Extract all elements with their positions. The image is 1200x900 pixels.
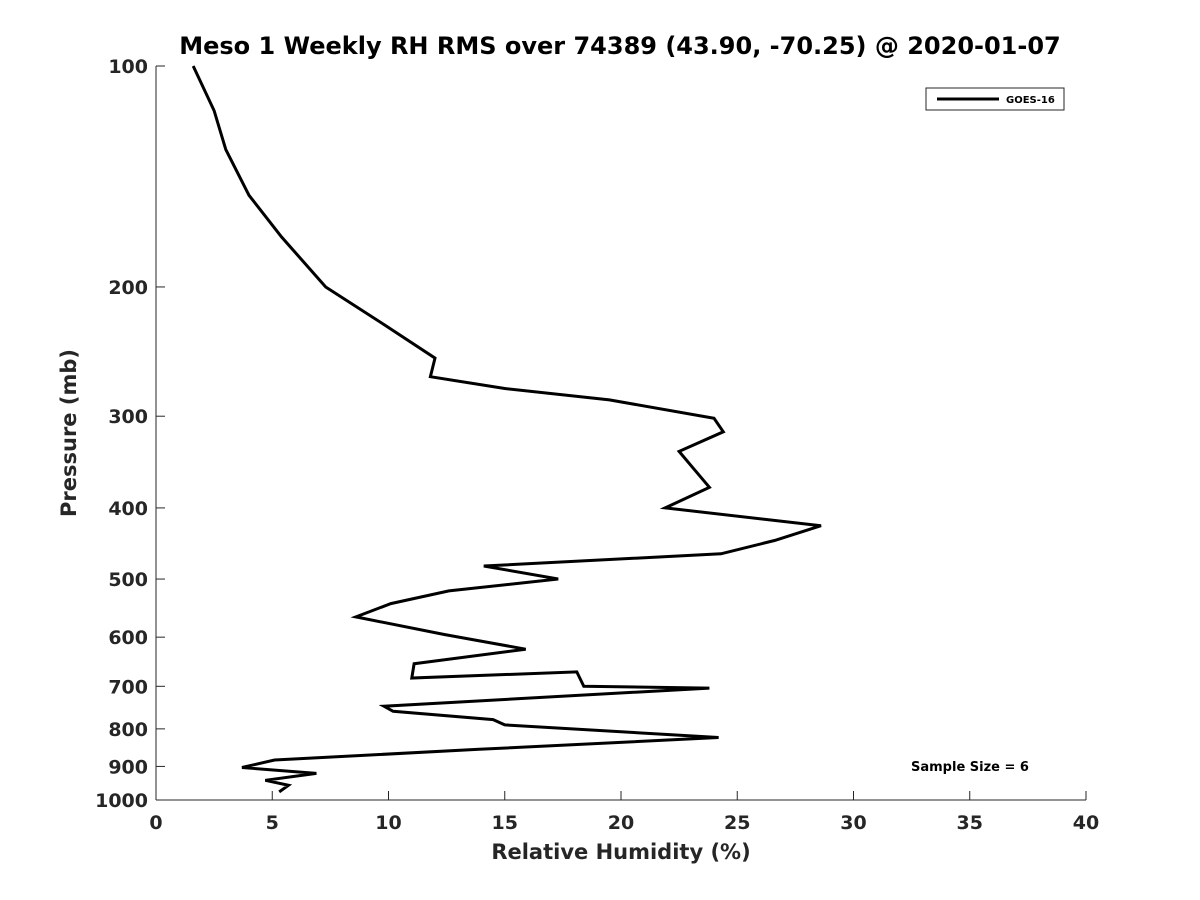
x-axis-ticks: 0 5 10 15 20 25 30 35 40 (149, 791, 1099, 834)
x-tick-label: 30 (840, 812, 866, 834)
legend-label-goes-16: GOES-16 (1006, 95, 1055, 106)
series-line-goes-16 (191, 65, 822, 794)
legend: GOES-16 (925, 87, 1065, 111)
chart-title: Meso 1 Weekly RH RMS over 74389 (43.90, … (179, 32, 1061, 60)
x-tick-label: 5 (266, 812, 279, 834)
y-tick-label: 500 (108, 569, 148, 591)
y-tick-label: 1000 (95, 790, 148, 812)
y-tick-label: 900 (108, 756, 148, 778)
x-tick-label: 20 (608, 812, 634, 834)
x-axis-label: Relative Humidity (%) (491, 840, 750, 864)
y-axis-label: Pressure (mb) (57, 349, 81, 517)
x-tick-label: 15 (492, 812, 518, 834)
y-tick-label: 700 (108, 676, 148, 698)
x-tick-label: 35 (957, 812, 983, 834)
sample-size-annotation: Sample Size = 6 (911, 760, 1029, 775)
y-tick-label: 300 (108, 406, 148, 428)
y-axis-ticks: 100 200 300 400 500 600 700 800 900 1000 (95, 56, 165, 812)
y-tick-label: 200 (108, 277, 148, 299)
series-layer (191, 65, 822, 794)
y-tick-label: 800 (108, 719, 148, 741)
x-tick-label: 40 (1073, 812, 1099, 834)
x-tick-label: 25 (724, 812, 750, 834)
y-tick-label: 400 (108, 498, 148, 520)
x-tick-label: 10 (375, 812, 401, 834)
y-tick-label: 600 (108, 627, 148, 649)
x-tick-label: 0 (149, 812, 162, 834)
y-tick-label: 100 (108, 56, 148, 78)
plot-frame (155, 66, 1086, 801)
